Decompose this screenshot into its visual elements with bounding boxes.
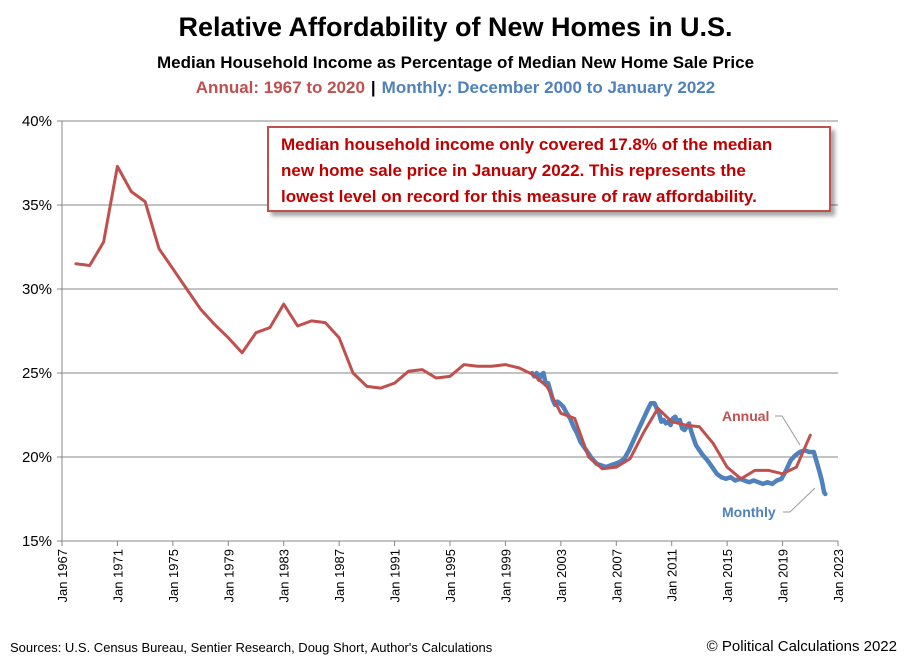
sources-note: Sources: U.S. Census Bureau, Sentier Res…: [10, 640, 493, 655]
x-tick-label: Jan 2011: [665, 549, 680, 602]
series-line-annual: [74, 164, 812, 481]
callout-line-2: new home sale price in January 2022. Thi…: [281, 161, 746, 180]
subtitle-separator: |: [370, 78, 376, 97]
chart-subtitle-periods: Annual: 1967 to 2020 | Monthly: December 2…: [0, 78, 911, 98]
x-tick-label: Jan 1967: [55, 549, 70, 603]
series-annotations: Annual Monthly: [722, 408, 816, 520]
x-tick-label: Jan 2019: [776, 549, 791, 603]
chart-subtitle: Median Household Income as Percentage of…: [156, 53, 755, 72]
callout-box: Median household income only covered 17.…: [267, 126, 831, 212]
x-tick-label: Jan 1987: [332, 549, 347, 603]
x-tick-label: Jan 1991: [388, 549, 403, 603]
copyright-note: © Political Calculations 2022: [706, 638, 897, 655]
annotation-monthly-leader: [783, 487, 816, 513]
y-tick-label: 35%: [22, 197, 52, 214]
x-tick-label: Jan 1971: [110, 549, 125, 603]
x-tick-label: Jan 2003: [554, 549, 569, 603]
x-tick-label: Jan 2015: [720, 549, 735, 603]
x-tick-label: Jan 1979: [221, 549, 236, 603]
x-tick-label: Jan 1999: [498, 549, 513, 603]
series-lines: [74, 164, 828, 497]
annotation-monthly-label: Monthly: [722, 504, 776, 520]
chart-title: Relative Affordability of New Homes in U…: [178, 12, 733, 42]
y-tick-label: 40%: [22, 113, 52, 130]
series-line-monthly: [529, 370, 828, 497]
callout-line-1: Median household income only covered 17.…: [281, 135, 773, 154]
x-tick-label: Jan 2007: [609, 549, 624, 603]
x-tick-label: Jan 1983: [277, 549, 292, 603]
x-axis-ticks: Jan 1967 Jan 1971 Jan 1975 Jan 1979 Jan 1983…: [55, 541, 846, 603]
subtitle-monthly-period: Monthly: December 2000 to January 2022: [381, 78, 716, 97]
callout-line-3: lowest level on record for this measure …: [281, 187, 757, 206]
x-tick-label: Jan 1995: [443, 549, 458, 603]
y-tick-label: 20%: [22, 449, 52, 466]
x-tick-label: Jan 1975: [166, 549, 181, 603]
annotation-annual-label: Annual: [722, 408, 769, 424]
y-axis-ticks: 15% 20% 25% 30% 35% 40%: [22, 113, 62, 550]
subtitle-annual-period: Annual: 1967 to 2020: [195, 78, 365, 97]
y-tick-label: 15%: [22, 533, 52, 550]
y-tick-label: 30%: [22, 281, 52, 298]
x-tick-label: Jan 2023: [831, 549, 846, 603]
annotation-annual-leader: [775, 415, 801, 446]
y-tick-label: 25%: [22, 365, 52, 382]
